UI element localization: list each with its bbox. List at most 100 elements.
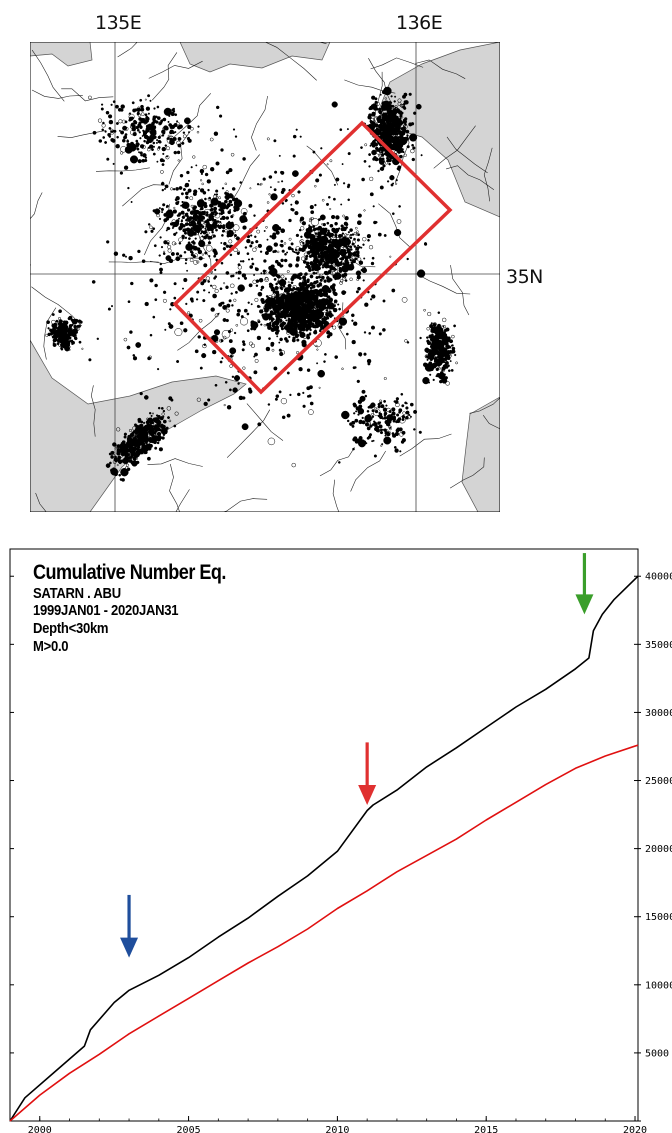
- epicenter-dot: [203, 343, 207, 346]
- epicenter-dot: [64, 330, 68, 335]
- epicenter-dot: [403, 106, 407, 110]
- epicenter-dot: [199, 227, 202, 230]
- epicenter-dot: [112, 100, 116, 104]
- epicenter-dot: [394, 448, 399, 453]
- epicenter-dot: [272, 223, 280, 232]
- epicenter-dot: [221, 187, 225, 190]
- epicenter-dot: [70, 318, 74, 322]
- epicenter-dot: [110, 305, 114, 308]
- epicenter-dot: [53, 325, 58, 329]
- epicenter-dot: [320, 147, 323, 150]
- epicenter-dot: [155, 414, 159, 417]
- epicenter-dot: [211, 230, 214, 234]
- epicenter-dot: [194, 225, 198, 230]
- fault-line: [446, 165, 495, 191]
- epicenter-dot: [197, 335, 201, 339]
- epicenter-dot: [388, 127, 393, 132]
- epicenter-dot: [328, 254, 331, 257]
- epicenter-dot: [431, 356, 435, 360]
- epicenter-dot: [254, 297, 259, 302]
- epicenter-dot: [51, 313, 55, 317]
- epicenter-dot: [122, 125, 128, 131]
- epicenter-dot: [273, 277, 277, 281]
- epicenter-dot: [128, 143, 137, 152]
- y-tick-label: 35000: [645, 640, 672, 651]
- epicenter-dot: [108, 452, 112, 456]
- epicenter-dot: [309, 243, 312, 247]
- epicenter-dot: [267, 403, 271, 406]
- epicenter-dot: [301, 333, 306, 338]
- epicenter-dot: [389, 156, 392, 160]
- epicenter-dot: [343, 243, 347, 247]
- epicenter-dot: [74, 318, 79, 323]
- epicenter-dot: [295, 128, 298, 131]
- epicenter-dot: [158, 447, 163, 452]
- epicenter-dot: [393, 446, 397, 449]
- epicenter-dot: [147, 417, 153, 424]
- epicenter-dot: [395, 132, 399, 136]
- epicenter-dot: [379, 185, 384, 190]
- epicenter-dot: [219, 217, 223, 221]
- epicenter-dot: [47, 327, 50, 330]
- epicenter-dot: [437, 311, 441, 314]
- epicenter-dot: [324, 270, 328, 274]
- epicenter-dot: [364, 143, 368, 147]
- epicenter-dot: [346, 128, 349, 131]
- epicenter-dot: [126, 139, 130, 143]
- epicenter-dot: [345, 255, 349, 260]
- epicenter-dot: [326, 276, 330, 280]
- epicenter-dot: [388, 142, 392, 146]
- epicenter-dot: [140, 117, 146, 124]
- epicenter-dot: [157, 417, 160, 420]
- epicenter-dot: [418, 430, 422, 434]
- epicenter-dot: [315, 249, 320, 254]
- epicenter-dot: [184, 222, 189, 227]
- epicenter-dot: [392, 145, 395, 147]
- epicenter-dot: [434, 356, 437, 359]
- epicenter-dot: [367, 115, 372, 120]
- epicenter-dot: [280, 170, 285, 175]
- epicenter-dot: [158, 254, 161, 257]
- fault-line: [332, 479, 340, 512]
- epicenter-dot: [382, 328, 386, 332]
- epicenter-dot: [279, 351, 284, 357]
- epicenter-dot: [275, 282, 278, 286]
- epicenter-dot: [378, 109, 382, 113]
- epicenter-dot: [197, 202, 202, 207]
- epicenter-dot: [427, 353, 433, 358]
- epicenter-dot: [299, 135, 302, 138]
- epicenter-dot: [207, 241, 212, 245]
- subtitle-network: SATARN . ABU: [33, 585, 121, 602]
- epicenter-dot: [314, 227, 318, 231]
- epicenter-dot: [374, 409, 379, 414]
- y-tick-label: 10000: [645, 980, 672, 991]
- epicenter-dot: [241, 423, 249, 431]
- epicenter-dot: [114, 455, 117, 459]
- epicenter-dot: [340, 224, 344, 228]
- epicenter-dot: [265, 346, 271, 352]
- subtitle-period: 1999JAN01 - 2020JAN31: [33, 603, 179, 620]
- epicenter-dot: [447, 364, 450, 368]
- epicenter-dot: [347, 198, 350, 202]
- epicenter-dot: [313, 315, 319, 320]
- epicenter-dot: [118, 129, 121, 132]
- epicenter-dot: [450, 368, 454, 372]
- epicenter-dot: [206, 218, 210, 222]
- epicenter-dot: [402, 128, 407, 133]
- epicenter-dot: [66, 340, 70, 344]
- epicenter-dot: [137, 443, 140, 446]
- epicenter-dot: [162, 118, 165, 121]
- epicenter-dot: [401, 438, 406, 443]
- fault-line: [337, 302, 347, 350]
- epicenter-dot: [334, 273, 339, 277]
- epicenter-dot: [191, 241, 194, 244]
- epicenter-dot: [162, 290, 167, 294]
- epicenter-dot: [276, 262, 282, 267]
- epicenter-dot: [342, 182, 346, 185]
- fault-line: [122, 184, 166, 207]
- epicenter-dot: [345, 233, 350, 239]
- epicenter-dot: [383, 127, 387, 131]
- epicenter-dot: [319, 214, 326, 221]
- epicenter-dot: [309, 204, 314, 210]
- epicenter-dot: [195, 164, 198, 167]
